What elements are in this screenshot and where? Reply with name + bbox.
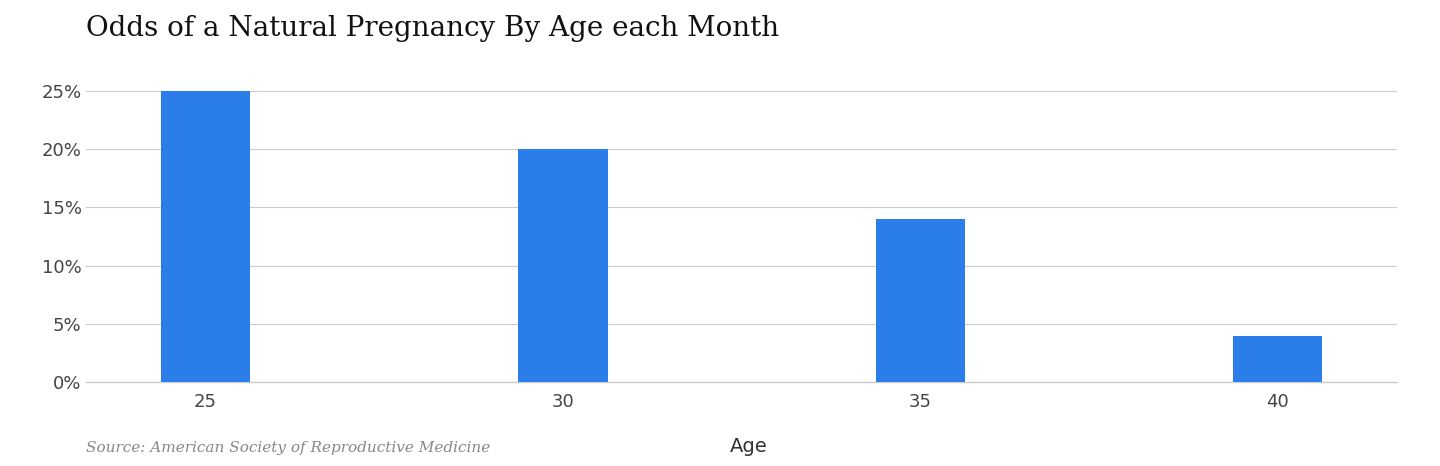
Bar — [1233, 336, 1322, 382]
Text: Age: Age — [730, 437, 768, 456]
Bar — [161, 91, 251, 382]
Text: Source: American Society of Reproductive Medicine: Source: American Society of Reproductive… — [86, 441, 491, 455]
Text: Odds of a Natural Pregnancy By Age each Month: Odds of a Natural Pregnancy By Age each … — [86, 15, 779, 42]
Bar — [518, 149, 608, 382]
Bar — [876, 219, 965, 382]
